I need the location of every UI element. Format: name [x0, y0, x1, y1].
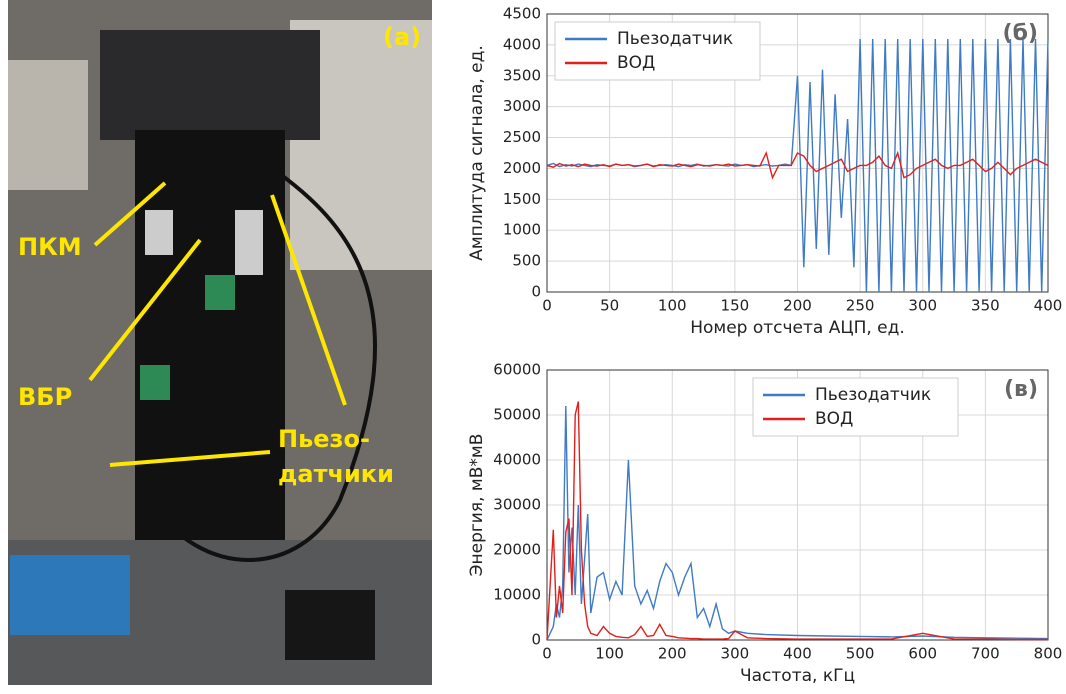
y-tick-label: 30000	[493, 496, 541, 514]
x-tick-label: 0	[542, 645, 552, 663]
photo-box	[10, 555, 130, 635]
x-axis-label: Частота, кГц	[740, 666, 855, 686]
x-tick-label: 200	[658, 645, 687, 663]
y-tick-label: 3000	[503, 97, 541, 115]
y-tick-label: 10000	[493, 586, 541, 604]
arrow	[109, 450, 271, 467]
y-tick-label: 40000	[493, 451, 541, 469]
x-tick-label: 50	[600, 297, 619, 315]
photo-clamp	[100, 30, 320, 140]
annotation: (в)	[1004, 377, 1038, 402]
y-tick-label: 3500	[503, 66, 541, 84]
x-tick-label: 300	[908, 297, 937, 315]
y-tick-label: 0	[531, 283, 541, 301]
plot-frame	[546, 13, 1049, 293]
y-tick-label: 2000	[503, 159, 541, 177]
y-tick-label: 1500	[503, 190, 541, 208]
y-tick-label: 0	[531, 631, 541, 649]
x-tick-label: 100	[658, 297, 687, 315]
x-tick-label: 500	[846, 645, 875, 663]
x-tick-label: 350	[971, 297, 1000, 315]
photo-arrows	[88, 181, 347, 467]
series-line	[546, 150, 1049, 180]
x-axis-label: Номер отсчета АЦП, ед.	[690, 318, 905, 338]
x-tick-label: 100	[595, 645, 624, 663]
x-tick-label: 400	[1034, 297, 1063, 315]
arrow	[270, 194, 347, 406]
series-line	[546, 401, 1048, 641]
photo-board	[140, 365, 170, 400]
y-tick-label: 50000	[493, 406, 541, 424]
photo-label: ВБР	[18, 383, 72, 411]
series-line	[546, 405, 1049, 641]
photo-panel	[135, 130, 285, 550]
x-tick-label: 400	[783, 645, 812, 663]
x-tick-label: 200	[783, 297, 812, 315]
y-tick-label: 2500	[503, 128, 541, 146]
x-tick-label: 600	[908, 645, 937, 663]
panel-label: (a)	[383, 23, 421, 51]
y-tick-label: 4500	[503, 5, 541, 23]
photo-box	[285, 590, 375, 660]
photo: (a) ПКМ ВБР Пьезо- датчики	[8, 0, 432, 685]
y-tick-label: 20000	[493, 541, 541, 559]
legend-box	[752, 377, 959, 437]
legend-label: Пьезодатчик	[617, 29, 733, 49]
y-tick-label: 500	[512, 252, 541, 270]
x-tick-label: 300	[721, 645, 750, 663]
y-tick-label: 60000	[493, 361, 541, 379]
x-tick-label: 800	[1034, 645, 1063, 663]
photo-patch	[145, 210, 173, 255]
plot-frame	[546, 369, 1049, 641]
legend-label: ВОД	[815, 409, 853, 429]
y-tick-label: 4000	[503, 35, 541, 53]
x-tick-label: 700	[971, 645, 1000, 663]
arrow	[88, 238, 202, 382]
annotation: (б)	[1003, 21, 1038, 46]
y-tick-label: 1000	[503, 221, 541, 239]
y-axis-label: Энергия, мВ*мВ	[467, 434, 487, 577]
photo-board	[205, 275, 235, 310]
photo-patch	[235, 210, 263, 275]
legend-label: ВОД	[617, 53, 655, 73]
photo-label: ПКМ	[18, 233, 82, 261]
x-tick-label: 0	[542, 297, 552, 315]
legend-label: Пьезодатчик	[815, 385, 931, 405]
photo-device	[8, 60, 88, 190]
x-tick-label: 150	[721, 297, 750, 315]
arrow	[93, 181, 167, 247]
photo-cable	[148, 158, 377, 562]
legend-box	[554, 21, 761, 81]
x-tick-label: 250	[846, 297, 875, 315]
photo-label: Пьезо-	[278, 425, 370, 453]
y-axis-label: Амплитуда сигнала, ед.	[467, 45, 487, 261]
photo-label: датчики	[278, 460, 394, 488]
